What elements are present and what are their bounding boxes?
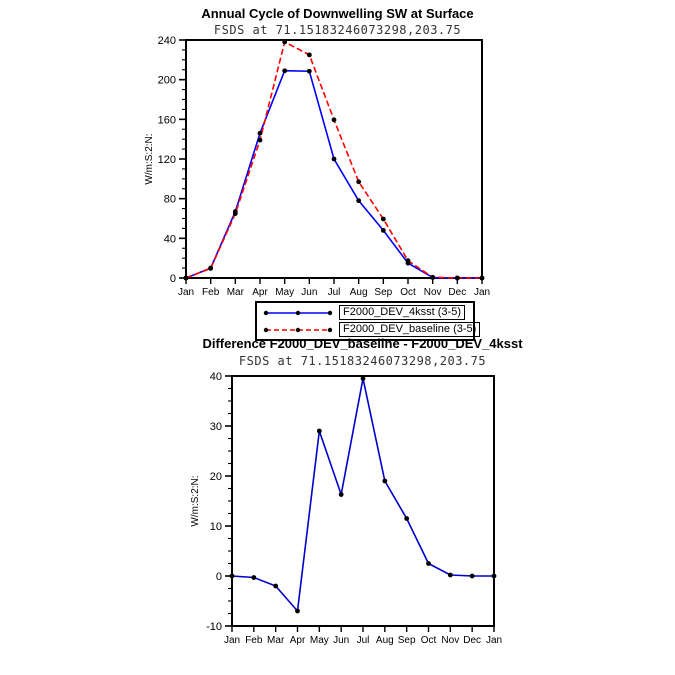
y-axis-label: W/m:S:2:N: <box>144 133 155 184</box>
x-tick-label: Apr <box>290 635 306 646</box>
data-point-marker <box>360 376 366 381</box>
x-tick-label: Oct <box>421 635 437 646</box>
x-tick-label: May <box>275 287 294 298</box>
legend-sample-marker <box>263 310 269 315</box>
data-point-marker <box>447 572 453 578</box>
top-chart-title: Annual Cycle of Downwelling SW at Surfac… <box>201 6 474 21</box>
data-point-marker <box>183 275 189 281</box>
legend-line-sample-blue <box>263 310 333 315</box>
y-tick-label: 0 <box>170 273 176 285</box>
legend-sample-marker <box>327 310 333 315</box>
legend-sample-marker <box>295 310 301 315</box>
x-tick-label: Jul <box>357 635 370 646</box>
data-point-marker <box>454 275 460 281</box>
data-point-marker <box>382 478 388 484</box>
data-point-marker <box>316 428 322 434</box>
x-tick-label: Mar <box>227 287 245 298</box>
legend-sample-marker <box>327 327 333 332</box>
data-point-marker <box>338 492 344 497</box>
data-point-marker <box>208 265 214 271</box>
x-tick-label: Aug <box>376 635 394 646</box>
x-tick-label: Feb <box>245 635 263 646</box>
legend-sample-marker <box>295 327 301 332</box>
x-tick-label: Nov <box>441 635 459 646</box>
data-point-marker <box>282 68 288 74</box>
x-tick-label: Dec <box>448 287 466 298</box>
data-point-marker <box>331 117 337 123</box>
data-point-marker <box>356 179 362 185</box>
x-tick-label: Sep <box>374 287 392 298</box>
top-chart-plot: 0 40 80 120 160 200 240 Jan Feb Mar Apr May Jun Jul Au… <box>144 36 490 298</box>
x-tick-label: Jan <box>486 635 502 646</box>
x-tick-label: Apr <box>252 287 268 298</box>
x-tick-label: Jan <box>474 287 490 298</box>
legend-sample-marker <box>263 327 269 332</box>
x-tick-label: May <box>310 635 329 646</box>
y-tick-label: 30 <box>210 421 222 433</box>
x-tick-label: Jun <box>333 635 349 646</box>
data-point-marker <box>232 211 238 216</box>
y-tick-label: 160 <box>158 114 176 126</box>
top-chart-subtitle: FSDS at 71.15183246073298,203.75 <box>213 23 462 37</box>
legend-line-sample-red <box>263 327 333 332</box>
y-tick-label: 80 <box>164 194 176 206</box>
data-point-marker <box>273 583 279 589</box>
legend-item-4ksst: F2000_DEV_4ksst (3-5) <box>257 304 473 321</box>
data-point-marker <box>331 156 337 162</box>
legend-item-baseline: F2000_DEV_baseline (3-5) <box>257 321 481 338</box>
x-tick-label: Nov <box>424 287 442 298</box>
y-tick-label: 200 <box>158 75 176 87</box>
data-point-marker <box>469 573 475 579</box>
bottom-chart-subtitle: FSDS at 71.15183246073298,203.75 <box>238 354 487 368</box>
y-tick-label: 40 <box>210 371 222 383</box>
legend-label-baseline: F2000_DEV_baseline (3-5) <box>339 322 481 337</box>
x-tick-label: Jan <box>178 287 194 298</box>
series-line <box>185 69 482 279</box>
x-tick-label: Dec <box>463 635 481 646</box>
data-point-marker <box>426 561 431 566</box>
y-tick-label: 40 <box>164 233 176 245</box>
x-tick-label: Jul <box>328 287 341 298</box>
y-tick-label: -10 <box>206 621 222 633</box>
x-tick-label: Oct <box>400 287 416 298</box>
y-tick-label: 10 <box>210 521 222 533</box>
y-tick-label: 0 <box>216 571 222 583</box>
legend-label-4ksst: F2000_DEV_4ksst (3-5) <box>339 305 465 320</box>
data-point-marker <box>356 198 362 204</box>
data-point-marker <box>306 68 312 74</box>
series-line <box>231 378 494 613</box>
data-point-marker <box>380 216 386 222</box>
x-tick-label: Jun <box>301 287 317 298</box>
data-point-marker <box>491 573 497 579</box>
data-point-marker <box>257 137 263 143</box>
data-point-marker <box>257 130 263 136</box>
data-point-marker <box>306 52 312 58</box>
y-tick-label: 120 <box>158 154 176 166</box>
data-point-marker <box>380 228 386 233</box>
legend: F2000_DEV_4ksst (3-5) F2000_DEV_baseline… <box>255 301 481 341</box>
x-tick-label: Feb <box>202 287 220 298</box>
x-tick-label: Jan <box>224 635 240 646</box>
bottom-chart-title: Difference F2000_DEV_baseline - F2000_DE… <box>202 336 523 351</box>
data-point-marker <box>430 274 436 280</box>
x-tick-label: Mar <box>267 635 285 646</box>
x-tick-label: Aug <box>350 287 368 298</box>
data-point-marker <box>404 516 410 521</box>
data-point-marker <box>405 258 411 264</box>
plot-frame <box>231 375 495 627</box>
data-point-marker <box>479 275 485 281</box>
data-point-marker <box>282 39 288 45</box>
data-point-marker <box>229 573 235 579</box>
bottom-chart-plot: -10 0 10 20 30 40 Jan Feb Mar Apr May Jun Jul Aug Sep O… <box>190 371 502 646</box>
y-axis-label: W/m:S:2:N: <box>190 475 201 526</box>
data-point-marker <box>295 608 300 614</box>
y-tick-label: 240 <box>158 36 176 47</box>
x-tick-label: Sep <box>398 635 416 646</box>
y-tick-label: 20 <box>210 471 222 483</box>
data-point-marker <box>251 575 257 580</box>
